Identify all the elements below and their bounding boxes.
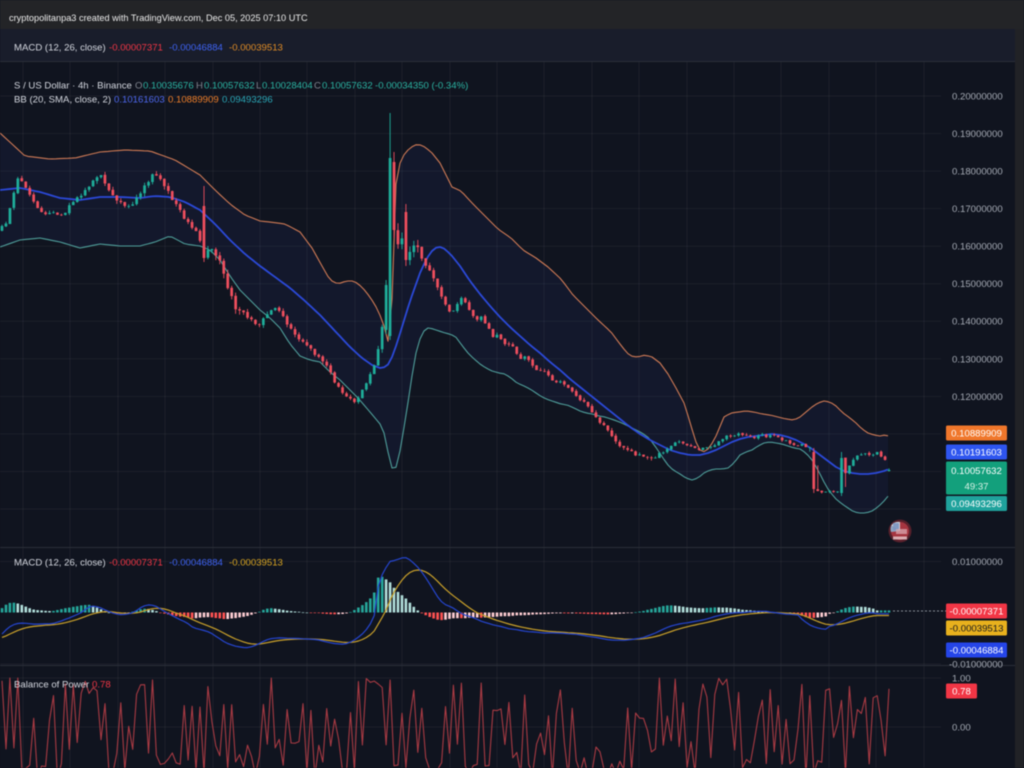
svg-text:0.20000000: 0.20000000 bbox=[952, 91, 1003, 102]
svg-text:0.19000000: 0.19000000 bbox=[952, 129, 1003, 140]
svg-text:-0.00007371: -0.00007371 bbox=[950, 606, 1004, 617]
svg-text:0.16000000: 0.16000000 bbox=[952, 242, 1003, 253]
svg-text:cryptopolitanpa3 created with: cryptopolitanpa3 created with TradingVie… bbox=[9, 13, 308, 23]
svg-text:0.10057632: 0.10057632 bbox=[951, 466, 1002, 477]
svg-text:0.17000000: 0.17000000 bbox=[952, 204, 1003, 215]
svg-text:0.14000000: 0.14000000 bbox=[952, 317, 1003, 328]
svg-text:0.00: 0.00 bbox=[952, 722, 971, 733]
svg-text:49:37: 49:37 bbox=[964, 481, 988, 492]
svg-text:-0.00046884: -0.00046884 bbox=[950, 645, 1005, 656]
svg-text:0.78: 0.78 bbox=[952, 686, 971, 697]
svg-text:MACD (12, 26, close)-0.0000737: MACD (12, 26, close) -0.00007371 -0.000468… bbox=[14, 558, 283, 569]
svg-text:BB (20, SMA, close, 2)0.101616: BB (20, SMA, close, 2) 0.10161603 0.108899… bbox=[14, 94, 273, 105]
svg-text:MACD (12, 26, close)-0.0000737: MACD (12, 26, close) -0.00007371 -0.000468… bbox=[14, 43, 283, 54]
svg-text:0.09493296: 0.09493296 bbox=[951, 499, 1002, 510]
svg-text:0.10889909: 0.10889909 bbox=[951, 428, 1002, 439]
svg-text:0.15000000: 0.15000000 bbox=[952, 279, 1003, 290]
svg-text:0.10191603: 0.10191603 bbox=[951, 447, 1002, 458]
svg-text:-0.01000000: -0.01000000 bbox=[949, 659, 1003, 670]
svg-text:1.00: 1.00 bbox=[952, 673, 971, 684]
svg-text:0.18000000: 0.18000000 bbox=[952, 167, 1003, 178]
svg-text:0.13000000: 0.13000000 bbox=[952, 354, 1003, 365]
svg-text:-0.00039513: -0.00039513 bbox=[950, 623, 1004, 634]
svg-text:0.12000000: 0.12000000 bbox=[952, 392, 1003, 403]
svg-text:0.01000000: 0.01000000 bbox=[952, 557, 1003, 568]
